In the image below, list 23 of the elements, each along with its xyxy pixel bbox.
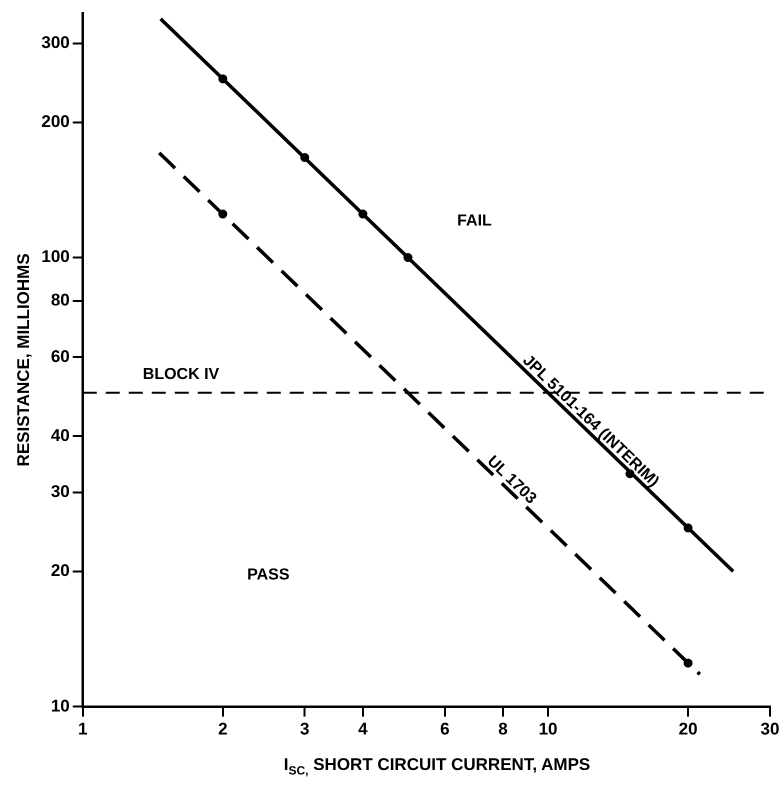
ref-line-label: BLOCK IV	[142, 366, 220, 384]
x-tick-label: 20	[678, 719, 698, 738]
y-tick-label: 80	[50, 290, 70, 310]
annotation: FAIL	[457, 212, 492, 230]
x-axis-title: I$_{SC,}$ SHORT CIRCUIT CURRENT, AMPS	[282, 755, 592, 778]
y-tick-label: 40	[50, 426, 70, 445]
y-tick-label: 10	[50, 696, 70, 716]
x-tick-label: 4	[358, 719, 368, 738]
x-tick-label: 10	[538, 719, 558, 738]
y-tick-label: 20	[50, 561, 70, 580]
y-axis-title: RESISTANCE, MILLIOHMS	[14, 253, 33, 466]
y-tick-label: 300	[41, 32, 70, 52]
x-tick-label: 30	[760, 719, 780, 738]
y-tick-label: 30	[50, 482, 70, 502]
y-tick-label: 100	[41, 247, 70, 266]
x-tick-label: 3	[300, 719, 310, 738]
x-tick-label: 2	[218, 719, 228, 738]
y-tick-label: 60	[50, 346, 70, 366]
x-tick-label: 8	[498, 719, 508, 738]
x-tick-label: 6	[440, 719, 450, 738]
x-tick-label: 1	[78, 719, 88, 738]
y-tick-label: 200	[41, 112, 70, 132]
annotation: PASS	[247, 566, 290, 584]
